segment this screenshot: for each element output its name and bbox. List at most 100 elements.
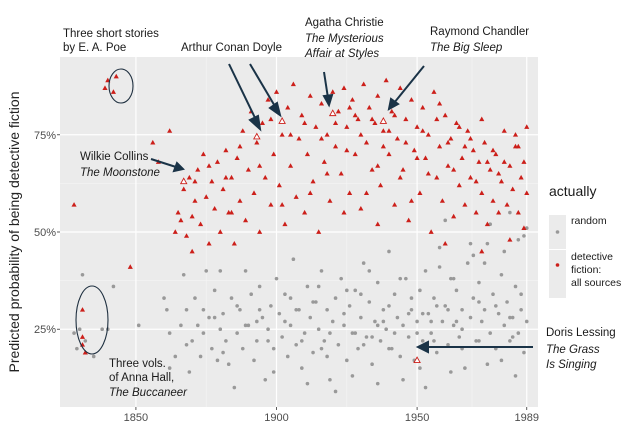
scatter-point-detective: [324, 132, 330, 137]
scatter-point-random: [460, 327, 464, 332]
scatter-point-random: [446, 307, 450, 312]
scatter-point-random: [443, 304, 448, 308]
scatter-point-random: [91, 354, 96, 359]
scatter-point-random: [345, 358, 349, 363]
scatter-point-random: [342, 323, 346, 328]
scatter-point-detective: [349, 97, 355, 102]
scatter-point-random: [263, 377, 268, 382]
scatter-point-detective: [459, 155, 465, 161]
scatter-point-detective: [366, 104, 372, 110]
scatter-point-random: [437, 245, 442, 250]
scatter-point-detective: [358, 205, 364, 211]
legend-label-detective-2: fiction:: [571, 264, 601, 276]
scatter-point-detective: [287, 132, 294, 137]
scatter-point-detective: [363, 190, 370, 196]
scatter-point-detective: [327, 198, 333, 203]
scatter-point-detective: [307, 93, 313, 98]
scatter-point-random: [285, 354, 290, 359]
scatter-point-detective: [332, 120, 339, 126]
scatter-point-random: [136, 323, 141, 328]
scatter-point-random: [342, 311, 346, 316]
scatter-point-detective: [496, 209, 502, 215]
scatter-point-detective: [380, 143, 386, 149]
scatter-point-detective: [375, 221, 381, 227]
scatter-point-detective: [465, 128, 471, 133]
scatter-point-random: [367, 269, 372, 273]
scatter-point-random: [449, 370, 453, 374]
scatter-point-random: [257, 307, 262, 312]
scatter-point-detective: [484, 159, 490, 164]
scatter-point-detective: [257, 163, 263, 168]
scatter-point-detective: [406, 217, 412, 223]
scatter-point-random: [409, 307, 414, 312]
scatter-point-random: [516, 331, 521, 335]
scatter-point-detective: [113, 73, 119, 79]
scatter-point-random: [485, 362, 490, 367]
scatter-point-random: [221, 350, 225, 355]
y-tick-label: 75%: [34, 130, 56, 142]
scatter-point-detective: [172, 229, 178, 234]
scatter-point-random: [181, 272, 186, 277]
scatter-point-random: [322, 339, 327, 343]
scatter-point-random: [423, 269, 428, 273]
scatter-point-detective: [243, 217, 249, 223]
scatter-point-detective: [79, 334, 86, 339]
scatter-point-detective: [206, 163, 212, 168]
scatter-point-detective: [451, 167, 457, 172]
scatter-point-detective: [347, 190, 353, 196]
scatter-point-random: [367, 300, 372, 304]
scatter-point-detective: [484, 221, 490, 227]
scatter-point-detective: [223, 174, 229, 180]
scatter-point-detective: [448, 135, 454, 141]
annotation-christie-title-2: Affair at Styles: [304, 48, 379, 60]
scatter-point-detective: [223, 147, 229, 153]
scatter-point-random: [398, 354, 403, 359]
scatter-point-detective: [392, 112, 398, 118]
highlighted-points: [179, 109, 421, 364]
highlighted-point: [179, 177, 188, 185]
x-tick-label: 1850: [124, 412, 148, 424]
scatter-point-random: [446, 342, 450, 347]
scatter-point-detective: [524, 124, 530, 129]
scatter-point-detective: [245, 167, 251, 172]
scatter-point-random: [266, 327, 270, 332]
scatter-point-random: [449, 276, 453, 281]
scatter-point-random: [243, 269, 248, 273]
scatter-point-random: [499, 358, 504, 363]
scatter-point-random: [479, 319, 484, 324]
scatter-point-detective: [257, 229, 263, 234]
annotation-collins-author: Wilkie Collins: [80, 151, 149, 163]
scatter-point-detective: [456, 182, 462, 188]
scatter-point-random: [347, 304, 352, 308]
x-tick-label: 1950: [405, 412, 429, 424]
scatter-point-detective: [470, 147, 476, 153]
scatter-point-detective: [515, 143, 521, 149]
scatter-point-random: [167, 331, 172, 335]
scatter-point-detective: [493, 151, 499, 157]
scatter-point-random: [418, 288, 422, 293]
scatter-point-detective: [462, 202, 468, 207]
scatter-point-random: [482, 307, 487, 312]
annotation-poe-line-2: by E. A. Poe: [63, 42, 126, 54]
scatter-point-detective: [352, 151, 358, 157]
scatter-point-random: [387, 249, 391, 254]
scatter-point-random: [491, 292, 495, 297]
scatter-point-detective: [200, 151, 206, 157]
scatter-point-random: [229, 296, 234, 300]
scatter-point-detective: [290, 81, 296, 87]
scatter-point-detective: [127, 264, 133, 269]
legend-label-detective-1: detective: [571, 251, 613, 263]
scatter-point-detective: [512, 132, 519, 137]
scatter-point-detective: [473, 209, 479, 215]
scatter-point-random: [508, 315, 512, 320]
x-tick-labels: 1850 1900 1950 1989: [124, 407, 539, 424]
scatter-point-random: [454, 288, 459, 293]
scatter-point-detective: [428, 229, 434, 234]
scatter-point-random: [339, 276, 343, 281]
scatter-point-detective: [375, 163, 381, 168]
scatter-point-random: [240, 346, 245, 351]
scatter-point-random: [297, 307, 301, 312]
scatter-point-detective: [521, 159, 527, 164]
annotation-hall-line-2: of Anna Hall,: [109, 372, 174, 384]
scatter-point-detective: [355, 116, 361, 122]
